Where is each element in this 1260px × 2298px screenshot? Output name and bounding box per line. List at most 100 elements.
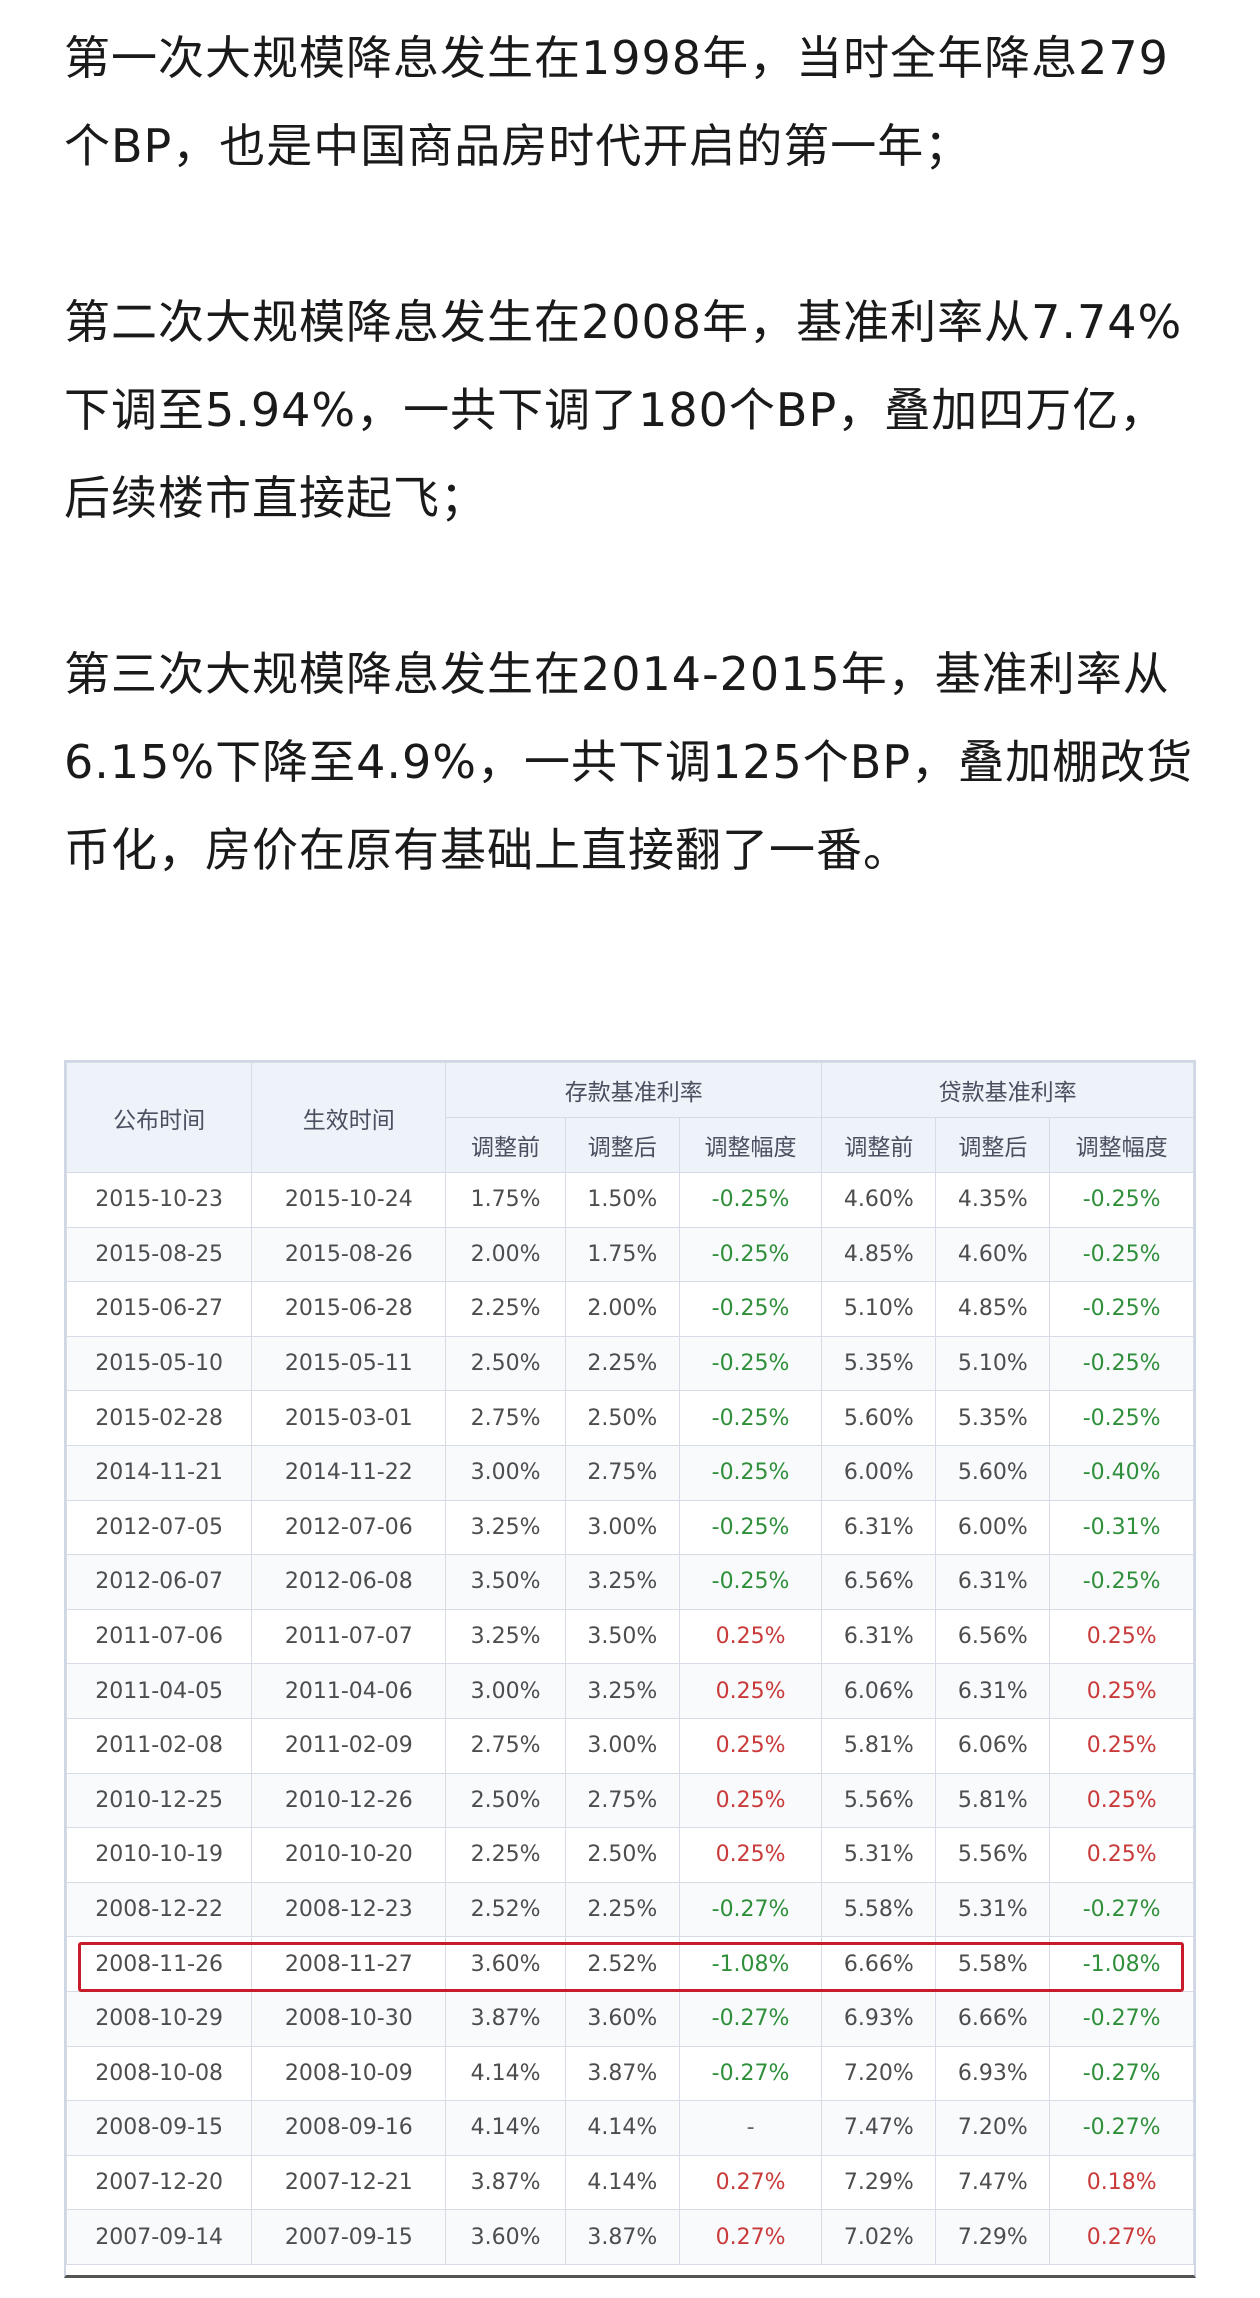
cell-loan-after: 6.06% [935, 1717, 1051, 1774]
cell-deposit-change: 0.27% [678, 2209, 823, 2265]
cell-deposit-before: 2.50% [445, 1335, 566, 1392]
paragraph-2008: 第二次大规模降息发生在2008年，基准利率从7.74%下调至5.94%，一共下调… [64, 295, 1183, 525]
paragraph-1998: 第一次大规模降息发生在1998年，当时全年降息279个BP，也是中国商品房时代开… [64, 31, 1169, 173]
table-row: 2011-07-06 2011-07-07 3.25% 3.50% 0.25% 6.31%… [66, 1608, 1194, 1665]
cell-deposit-after: 3.50% [564, 1608, 680, 1665]
cell-deposit-after: 4.14% [564, 2100, 680, 2156]
cell-deposit-after: 2.50% [564, 1827, 680, 1883]
cell-deposit-change: -0.25% [678, 1499, 823, 1556]
cell-loan-before: 7.47% [821, 2100, 937, 2156]
paragraph-2014-2015: 第三次大规模降息发生在2014-2015年，基准利率从6.15%下降至4.9%，… [64, 647, 1194, 877]
cell-deposit-change: -0.25% [678, 1554, 823, 1610]
cell-announce-date: 2008-12-22 [66, 1881, 253, 1938]
cell-loan-before: 6.93% [821, 1990, 937, 2047]
header-deposit-change: 调整幅度 [678, 1117, 823, 1173]
cell-loan-before: 7.29% [821, 2154, 937, 2211]
table-row: 2010-12-25 2010-12-26 2.50% 2.75% 0.25% 5.56%… [66, 1772, 1194, 1829]
cell-loan-change: -0.25% [1049, 1281, 1194, 1337]
table-row: 2011-04-05 2011-04-06 3.00% 3.25% 0.25% 6.06%… [66, 1663, 1194, 1719]
cell-loan-after: 4.85% [935, 1281, 1051, 1337]
header-loan-after: 调整后 [935, 1117, 1051, 1173]
cell-loan-before: 6.31% [821, 1608, 937, 1665]
cell-loan-before: 5.58% [821, 1881, 937, 1938]
cell-effective-date: 2015-06-28 [251, 1281, 447, 1337]
cell-loan-after: 6.66% [935, 1990, 1051, 2047]
cell-deposit-before: 2.75% [445, 1717, 566, 1774]
cell-deposit-change: -0.25% [678, 1335, 823, 1392]
header-loan-change: 调整幅度 [1049, 1117, 1194, 1173]
cell-effective-date: 2015-05-11 [251, 1335, 447, 1392]
header-row-2: 调整前 调整后 调整幅度 调整前 调整后 调整幅度 [67, 1117, 1194, 1173]
cell-loan-before: 5.31% [821, 1827, 937, 1883]
interest-rate-table: 公布时间 生效时间 存款基准利率 贷款基准利率 调整前 调整后 调整幅度 调整前… [66, 1062, 1194, 2265]
cell-announce-date: 2012-07-05 [66, 1499, 253, 1556]
cell-loan-before: 7.02% [821, 2209, 937, 2265]
cell-deposit-change: -0.25% [678, 1226, 823, 1283]
cell-effective-date: 2014-11-22 [251, 1444, 447, 1501]
cell-loan-change: -0.25% [1049, 1226, 1194, 1283]
cell-loan-before: 5.10% [821, 1281, 937, 1337]
cell-deposit-before: 2.00% [445, 1226, 566, 1283]
cell-deposit-before: 1.75% [445, 1172, 566, 1228]
cell-deposit-before: 3.00% [445, 1663, 566, 1719]
cell-loan-after: 7.47% [935, 2154, 1051, 2211]
cell-loan-change: -0.25% [1049, 1390, 1194, 1446]
cell-announce-date: 2011-02-08 [66, 1717, 253, 1774]
table-row: 2007-12-20 2007-12-21 3.87% 4.14% 0.27% 7.29%… [66, 2154, 1194, 2211]
cell-deposit-before: 2.52% [445, 1881, 566, 1938]
cell-effective-date: 2015-10-24 [251, 1172, 447, 1228]
cell-deposit-after: 2.52% [564, 1936, 680, 1992]
cell-deposit-after: 3.25% [564, 1663, 680, 1719]
header-loan-before: 调整前 [821, 1117, 937, 1173]
cell-deposit-change: - [678, 2100, 823, 2156]
cell-loan-after: 5.31% [935, 1881, 1051, 1938]
cell-loan-before: 6.56% [821, 1554, 937, 1610]
cell-deposit-change: -0.27% [678, 1990, 823, 2047]
cell-announce-date: 2008-10-29 [66, 1990, 253, 2047]
cell-effective-date: 2008-11-27 [251, 1936, 447, 1992]
cell-deposit-after: 2.00% [564, 1281, 680, 1337]
cell-deposit-before: 2.25% [445, 1281, 566, 1337]
cell-loan-change: 0.18% [1049, 2154, 1194, 2211]
cell-announce-date: 2010-10-19 [66, 1827, 253, 1883]
cell-deposit-after: 3.87% [564, 2045, 680, 2102]
cell-effective-date: 2010-10-20 [251, 1827, 447, 1883]
cell-deposit-before: 4.14% [445, 2100, 566, 2156]
table-row: 2008-10-29 2008-10-30 3.87% 3.60% -0.27% 6.93… [66, 1990, 1194, 2047]
table-row: 2008-12-22 2008-12-23 2.52% 2.25% -0.27% 5.58… [66, 1881, 1194, 1938]
table-row: 2015-08-25 2015-08-26 2.00% 1.75% -0.25% 4.85… [66, 1226, 1194, 1283]
cell-loan-after: 5.58% [935, 1936, 1051, 1992]
cell-deposit-change: -0.25% [678, 1444, 823, 1501]
cell-effective-date: 2012-07-06 [251, 1499, 447, 1556]
cell-announce-date: 2015-02-28 [66, 1390, 253, 1446]
cell-deposit-after: 3.25% [564, 1554, 680, 1610]
cell-deposit-after: 3.87% [564, 2209, 680, 2265]
cell-loan-before: 6.00% [821, 1444, 937, 1501]
cell-loan-before: 6.66% [821, 1936, 937, 1992]
cell-effective-date: 2008-09-16 [251, 2100, 447, 2156]
cell-deposit-before: 4.14% [445, 2045, 566, 2102]
cell-loan-change: 0.25% [1049, 1663, 1194, 1719]
cell-effective-date: 2007-12-21 [251, 2154, 447, 2211]
cell-deposit-after: 1.75% [564, 1226, 680, 1283]
cell-loan-change: -1.08% [1049, 1936, 1194, 1992]
cell-loan-change: -0.25% [1049, 1172, 1194, 1228]
cell-loan-change: 0.25% [1049, 1772, 1194, 1829]
table-row: 2012-07-05 2012-07-06 3.25% 3.00% -0.25% 6.31… [66, 1499, 1194, 1556]
cell-effective-date: 2007-09-15 [251, 2209, 447, 2265]
cell-announce-date: 2007-09-14 [66, 2209, 253, 2265]
cell-deposit-before: 2.25% [445, 1827, 566, 1883]
cell-effective-date: 2008-10-30 [251, 1990, 447, 2047]
cell-deposit-before: 2.75% [445, 1390, 566, 1446]
cell-deposit-change: -1.08% [678, 1936, 823, 1992]
cell-deposit-after: 3.00% [564, 1717, 680, 1774]
cell-loan-change: -0.25% [1049, 1335, 1194, 1392]
article-text: 第一次大规模降息发生在1998年，当时全年降息279个BP，也是中国商品房时代开… [64, 14, 1204, 982]
cell-loan-after: 7.20% [935, 2100, 1051, 2156]
cell-loan-after: 7.29% [935, 2209, 1051, 2265]
cell-effective-date: 2008-12-23 [251, 1881, 447, 1938]
cell-effective-date: 2015-03-01 [251, 1390, 447, 1446]
cell-announce-date: 2010-12-25 [66, 1772, 253, 1829]
cell-deposit-before: 3.25% [445, 1608, 566, 1665]
cell-deposit-before: 3.87% [445, 2154, 566, 2211]
